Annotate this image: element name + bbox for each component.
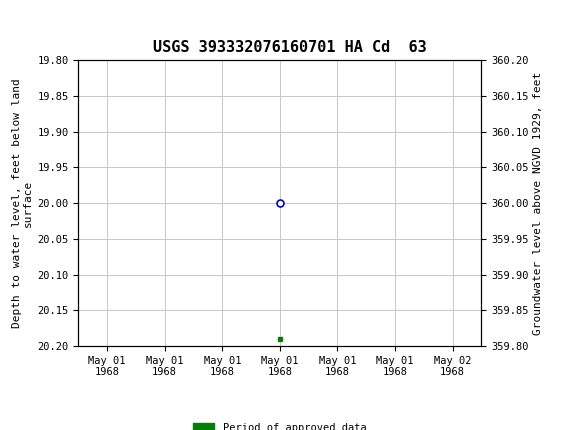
Text: USGS 393332076160701 HA Cd  63: USGS 393332076160701 HA Cd 63 [153,40,427,55]
Text: USGS: USGS [44,15,107,35]
Y-axis label: Depth to water level, feet below land
surface: Depth to water level, feet below land su… [12,78,33,328]
Legend: Period of approved data: Period of approved data [189,418,371,430]
Y-axis label: Groundwater level above NGVD 1929, feet: Groundwater level above NGVD 1929, feet [533,71,543,335]
